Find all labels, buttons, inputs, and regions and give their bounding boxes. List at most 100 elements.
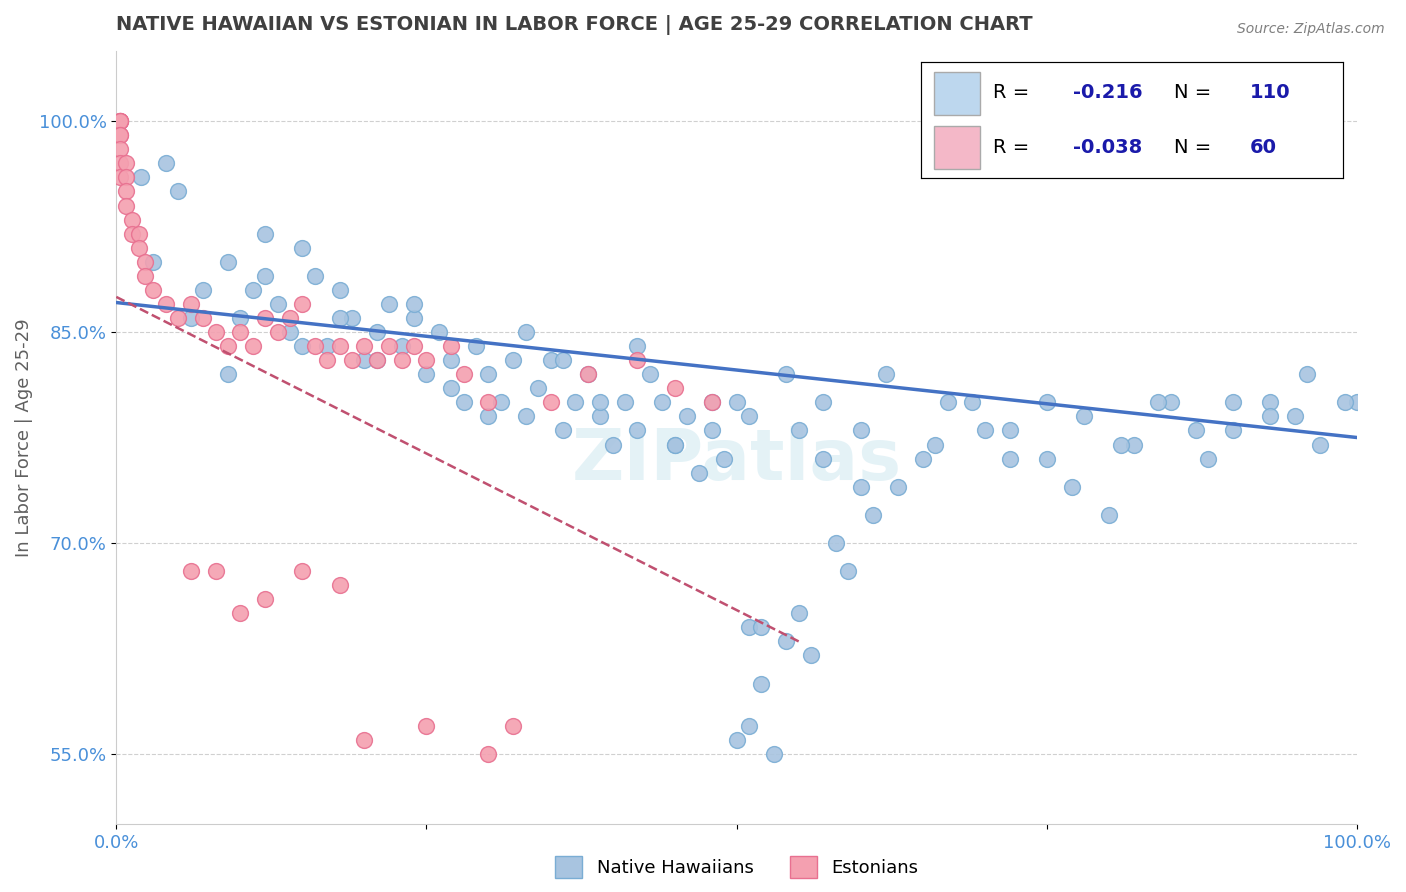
Point [527,381,550,395]
Point [453,395,475,409]
Point [738,409,761,424]
Point [1296,368,1319,382]
Point [229,607,252,621]
Point [167,311,190,326]
Point [998,424,1021,438]
Point [304,268,326,283]
Point [887,480,910,494]
Text: 60: 60 [1250,137,1277,157]
Point [291,339,314,353]
Point [204,325,226,339]
Point [1147,395,1170,409]
Point [415,353,437,368]
Point [1036,451,1059,466]
Point [825,536,848,550]
Point [924,437,946,451]
Point [121,212,143,227]
Point [391,353,413,368]
Text: ZIPatlas: ZIPatlas [572,426,901,495]
Point [180,297,202,311]
Point [551,353,574,368]
Point [378,297,401,311]
Point [229,311,252,326]
Point [191,311,214,326]
Point [415,719,437,733]
Point [353,339,375,353]
Point [1333,395,1355,409]
Y-axis label: In Labor Force | Age 25-29: In Labor Force | Age 25-29 [15,318,32,557]
Point [862,508,884,522]
Point [402,297,425,311]
Point [340,353,363,368]
Point [1309,437,1331,451]
Text: R =: R = [993,137,1035,157]
Point [564,395,586,409]
Point [751,676,773,690]
Point [191,283,214,297]
Point [800,648,823,663]
Point [128,241,150,255]
Point [440,381,463,395]
Point [849,424,872,438]
Text: 110: 110 [1250,83,1291,102]
Point [664,437,686,451]
Point [278,311,301,326]
Point [576,368,599,382]
Point [340,311,363,326]
Point [540,395,562,409]
Point [254,592,277,607]
Point [1258,395,1281,409]
Point [134,254,156,268]
Point [502,353,524,368]
Point [477,747,499,761]
Point [453,368,475,382]
Point [304,339,326,353]
Point [775,368,797,382]
Point [115,170,138,185]
Point [316,353,339,368]
Point [875,368,897,382]
Point [751,620,773,634]
Point [291,241,314,255]
Point [540,353,562,368]
Point [626,339,648,353]
Point [353,353,375,368]
Point [108,128,131,143]
Point [676,409,699,424]
Point [849,480,872,494]
Point [108,156,131,170]
Point [998,451,1021,466]
Point [217,254,239,268]
Point [128,227,150,241]
FancyBboxPatch shape [934,126,980,169]
Point [440,339,463,353]
Point [700,424,723,438]
Point [775,634,797,648]
Point [108,114,131,128]
Point [217,368,239,382]
Point [254,311,277,326]
Point [242,283,264,297]
Point [502,719,524,733]
Point [962,395,984,409]
Point [115,156,138,170]
Point [664,381,686,395]
Point [1184,424,1206,438]
Point [329,339,352,353]
Point [266,325,288,339]
Point [291,564,314,578]
Point [142,254,165,268]
Point [626,424,648,438]
Point [1346,395,1368,409]
Text: Source: ZipAtlas.com: Source: ZipAtlas.com [1237,22,1385,37]
Point [242,339,264,353]
Point [738,719,761,733]
Point [329,311,352,326]
Point [266,297,288,311]
Point [477,395,499,409]
Point [651,395,673,409]
Point [787,607,810,621]
Point [108,142,131,156]
Point [515,409,537,424]
Point [129,170,152,185]
